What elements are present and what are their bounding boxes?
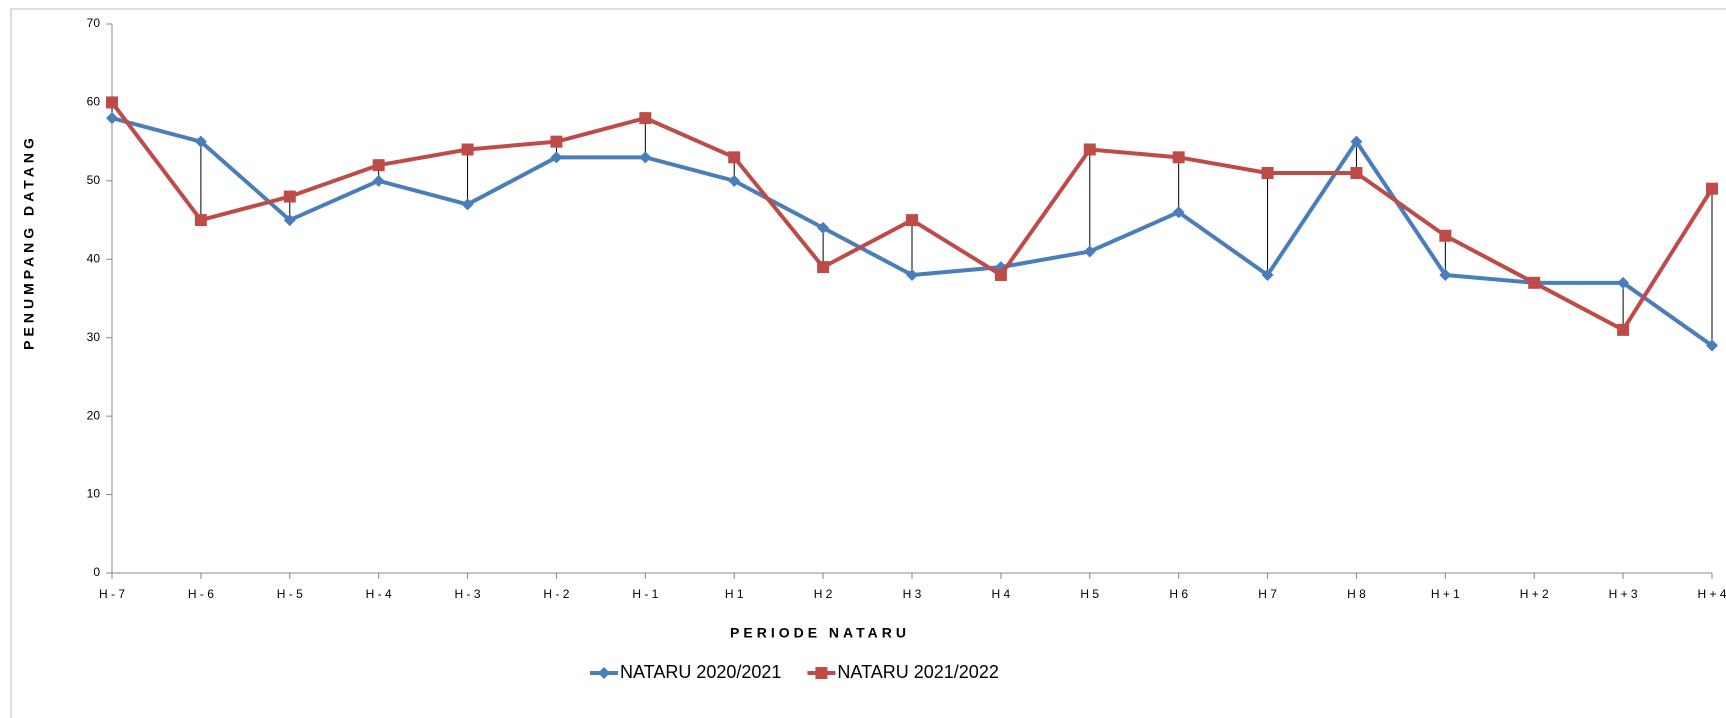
data-point bbox=[1350, 135, 1363, 148]
y-axis-title: PENUMPANG DATANG bbox=[21, 134, 37, 350]
data-point bbox=[283, 214, 296, 227]
data-point bbox=[106, 112, 118, 125]
legend-text: NATARU 2020/2021 bbox=[620, 662, 781, 682]
data-point bbox=[1261, 167, 1274, 180]
y-tick-label: 0 bbox=[93, 565, 100, 579]
data-point bbox=[283, 190, 296, 203]
data-point bbox=[639, 151, 652, 164]
x-tick-label: H - 4 bbox=[366, 587, 392, 601]
x-tick-label: H 2 bbox=[814, 587, 833, 601]
x-tick-label: H 3 bbox=[903, 587, 922, 601]
data-point bbox=[1706, 182, 1718, 195]
y-tick-label: 60 bbox=[87, 95, 101, 109]
data-point bbox=[639, 112, 652, 125]
chart-frame bbox=[10, 8, 1726, 718]
y-tick-label: 20 bbox=[87, 408, 101, 422]
data-point bbox=[906, 268, 918, 281]
x-tick-label: H 8 bbox=[1347, 587, 1366, 601]
data-point bbox=[1261, 268, 1274, 281]
x-tick-label: H 5 bbox=[1080, 587, 1099, 601]
data-point bbox=[1617, 276, 1630, 289]
x-tick-label: H - 6 bbox=[188, 587, 214, 601]
legend-text: NATARU 2021/2022 bbox=[837, 662, 998, 682]
x-tick-label: H + 1 bbox=[1431, 587, 1460, 601]
data-point bbox=[461, 198, 474, 211]
data-point bbox=[372, 174, 385, 187]
data-point bbox=[461, 143, 474, 156]
x-tick-label: H 4 bbox=[992, 587, 1011, 601]
data-point bbox=[1439, 268, 1452, 281]
data-point bbox=[1172, 206, 1185, 219]
data-point bbox=[372, 159, 385, 172]
data-point bbox=[728, 174, 741, 187]
data-point bbox=[194, 214, 207, 227]
legend-marker bbox=[598, 667, 610, 679]
data-point bbox=[1439, 229, 1452, 242]
data-point bbox=[1172, 151, 1185, 164]
data-point bbox=[1528, 276, 1541, 289]
x-tick-label: H - 7 bbox=[99, 587, 125, 601]
data-point bbox=[106, 96, 118, 109]
data-point bbox=[1083, 143, 1096, 156]
legend-marker bbox=[815, 667, 828, 679]
data-point bbox=[994, 268, 1007, 281]
x-tick-label: H 7 bbox=[1258, 587, 1277, 601]
y-tick-label: 10 bbox=[87, 487, 101, 501]
x-tick-label: H - 2 bbox=[543, 587, 569, 601]
y-tick-label: 50 bbox=[87, 173, 101, 187]
data-point bbox=[906, 214, 918, 227]
data-point bbox=[817, 221, 830, 234]
y-tick-label: 70 bbox=[87, 16, 101, 30]
x-tick-label: H - 3 bbox=[455, 587, 481, 601]
data-point bbox=[728, 151, 741, 164]
x-tick-label: H + 2 bbox=[1520, 587, 1549, 601]
y-tick-label: 30 bbox=[87, 330, 101, 344]
x-tick-label: H 1 bbox=[725, 587, 744, 601]
x-tick-label: H - 1 bbox=[632, 587, 658, 601]
x-tick-label: H + 4 bbox=[1697, 587, 1726, 601]
x-tick-label: H 6 bbox=[1169, 587, 1188, 601]
data-point bbox=[1083, 245, 1096, 258]
x-tick-label: H - 5 bbox=[277, 587, 303, 601]
data-point bbox=[1617, 323, 1630, 336]
data-point bbox=[550, 151, 563, 164]
data-point bbox=[1706, 339, 1718, 352]
data-point bbox=[1350, 167, 1363, 180]
x-tick-label: H + 3 bbox=[1609, 587, 1638, 601]
data-point bbox=[550, 135, 563, 148]
data-point bbox=[817, 261, 830, 274]
data-point bbox=[194, 135, 207, 148]
x-axis-title: PERIODE NATARU bbox=[730, 625, 910, 641]
y-tick-label: 40 bbox=[87, 251, 101, 265]
